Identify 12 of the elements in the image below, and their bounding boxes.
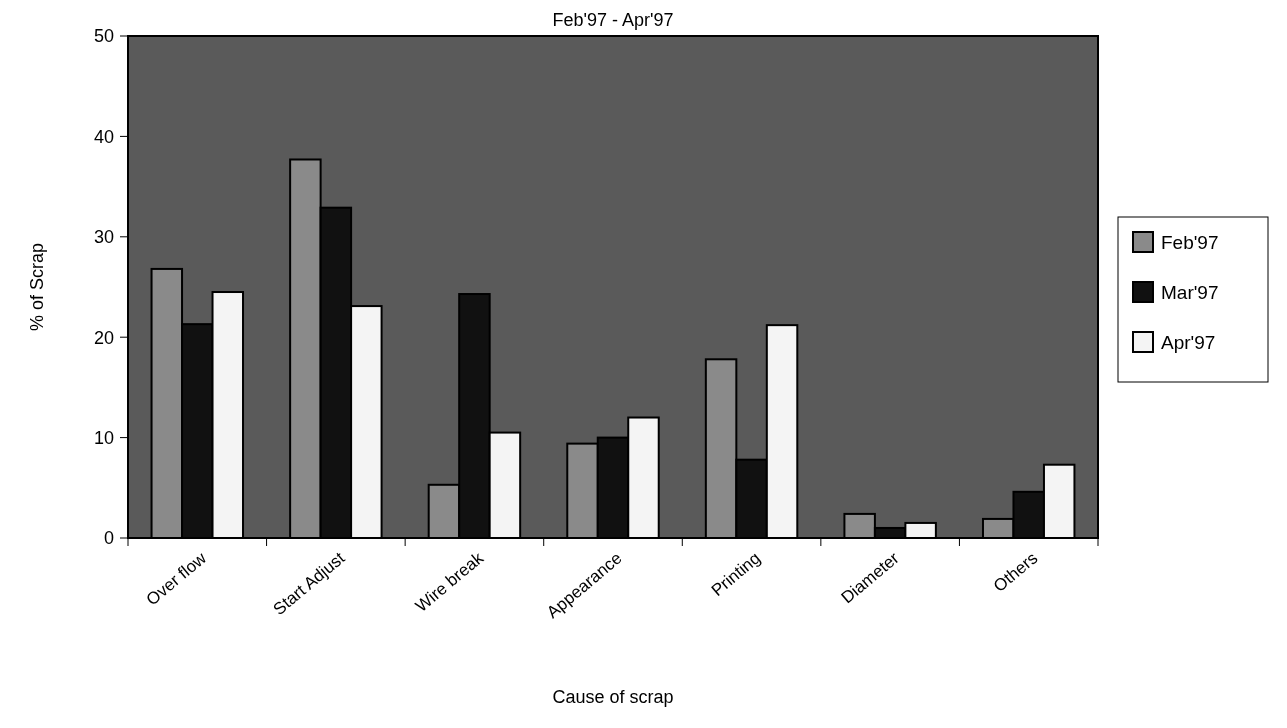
legend-label: Feb'97 (1161, 231, 1219, 253)
y-tick-label: 40 (93, 126, 114, 147)
y-tick-label: 0 (103, 528, 114, 549)
legend-label: Apr'97 (1161, 331, 1216, 353)
y-tick-label: 10 (93, 427, 114, 448)
y-axis-title: % of Scrap (27, 242, 47, 332)
y-tick-label: 30 (93, 227, 114, 248)
chart-title: Feb'97 - Apr'97 (552, 10, 674, 30)
y-tick-label: 50 (93, 26, 114, 47)
legend-label: Mar'97 (1161, 281, 1219, 303)
y-tick-label: 20 (93, 327, 114, 348)
x-axis-title: Cause of scrap (552, 687, 674, 707)
